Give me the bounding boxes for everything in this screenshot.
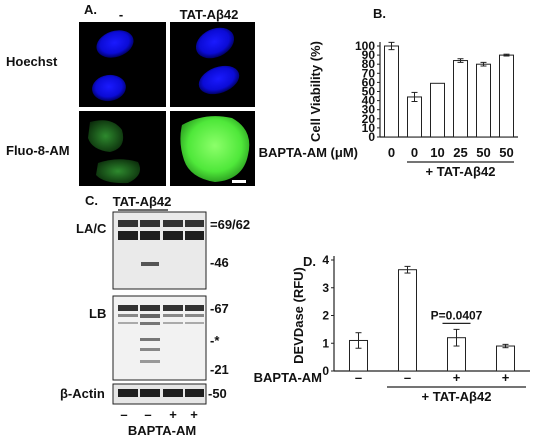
blot-actin [112, 383, 207, 405]
col-header-control: - [119, 7, 123, 22]
chart-d-panel-letter: D. [303, 254, 316, 269]
chart-b-y-tick-label: 40 [362, 94, 376, 108]
chart-d-bar [398, 269, 417, 372]
panel-a: A. - TAT-Aβ42 Hoechst Fluo-8-AM [6, 2, 255, 186]
scale-bar [232, 180, 246, 183]
chart-d-y-tick-label: 0 [322, 364, 329, 378]
chart-d-y-tick-label: 4 [322, 253, 329, 267]
row-label-hoechst: Hoechst [6, 54, 58, 69]
blot-lac [112, 211, 207, 290]
chart-b-bar [384, 45, 399, 138]
chart-b-y-tick-label: 10 [362, 121, 376, 135]
chart-b-panel-letter: B. [373, 6, 386, 21]
treatment-header: TAT-Aβ42 [113, 194, 172, 209]
chart-d-y-tick-label: 3 [322, 281, 329, 295]
micrograph-fluo8-tat [170, 111, 255, 186]
lane-sign-1: – [120, 407, 127, 422]
chart-d-category-label: + [502, 370, 510, 385]
chart-d-y-tick-label: 1 [322, 336, 329, 350]
chart-d-category-label: + [453, 370, 461, 385]
chart-b-bar [476, 63, 491, 138]
panel-d-chart: D.DEVDase (RFU) 0 1 2 3 4 – – + + BAPTA-AM + TAT-Aβ… [254, 253, 530, 404]
marker-46: -46 [210, 255, 229, 270]
micrograph-hoechst-control [79, 22, 166, 107]
blot-label-actin: β-Actin [60, 386, 105, 401]
lane-sign-4: + [190, 407, 198, 422]
chart-d-group-label: + TAT-Aβ42 [422, 389, 492, 404]
chart-b-category-label: 0 [388, 145, 395, 160]
chart-b-category-label: 0 [411, 145, 418, 160]
marker-50: -50 [208, 386, 227, 401]
chart-b-y-tick-label: 60 [362, 75, 376, 89]
panel-c: C. TAT-Aβ42 LA/C LB β-Actin [60, 193, 250, 438]
chart-d-row-label: BAPTA-AM [254, 370, 322, 385]
chart-b-group-label: + TAT-Aβ42 [426, 164, 496, 179]
chart-d-p-value-annotation: P=0.0407 [431, 308, 483, 322]
row-label-fluo8: Fluo-8-AM [6, 143, 70, 158]
chart-b-y-tick-label: 90 [362, 48, 376, 62]
bapta-label-c: BAPTA-AM [128, 423, 196, 438]
marker-69-62: =69/62 [210, 217, 250, 232]
chart-d-y-tick-label: 2 [322, 309, 329, 323]
marker-asterisk: -* [210, 333, 220, 348]
chart-b-category-label: 10 [430, 145, 444, 160]
chart-b-bar [499, 54, 514, 138]
chart-b-y-axis-label: Cell Viability (%) [308, 41, 323, 142]
panel-c-letter: C. [85, 193, 98, 208]
chart-d-category-label: – [404, 370, 411, 385]
panel-a-letter: A. [84, 2, 97, 17]
chart-b-y-tick-label: 50 [362, 85, 376, 99]
chart-b-y-tick-label: 100 [355, 39, 375, 53]
blot-lb [112, 295, 207, 381]
chart-b-y-tick-label: 80 [362, 57, 376, 71]
chart-d-y-axis-label: DEVDase (RFU) [291, 267, 306, 364]
blot-label-lac: LA/C [76, 221, 107, 236]
lane-sign-2: – [144, 407, 151, 422]
chart-b-category-label: 50 [499, 145, 513, 160]
chart-b-bar [430, 82, 445, 138]
micrograph-fluo8-control [79, 111, 166, 186]
chart-b-y-tick-label: 0 [368, 130, 375, 144]
chart-b-y-tick-label: 30 [362, 103, 376, 117]
chart-b-category-label: 50 [476, 145, 490, 160]
lane-sign-3: + [169, 407, 177, 422]
chart-b-bar [453, 60, 468, 138]
chart-d-category-label: – [355, 370, 362, 385]
marker-67: -67 [210, 301, 229, 316]
panel-b-chart: B.Cell Viability (%) 01020304050607080901… [259, 6, 518, 179]
chart-b-row-label: BAPTA-AM (μM) [259, 145, 358, 160]
chart-b-y-tick-label: 20 [362, 112, 376, 126]
micrograph-hoechst-tat [170, 22, 255, 107]
chart-b-y-tick-label: 70 [362, 66, 376, 80]
chart-b-bar [407, 96, 422, 138]
marker-21: -21 [210, 362, 229, 377]
blot-label-lb: LB [89, 306, 106, 321]
chart-d-bar [496, 345, 515, 372]
col-header-tat-abeta42: TAT-Aβ42 [180, 7, 239, 22]
chart-b-category-label: 25 [453, 145, 467, 160]
